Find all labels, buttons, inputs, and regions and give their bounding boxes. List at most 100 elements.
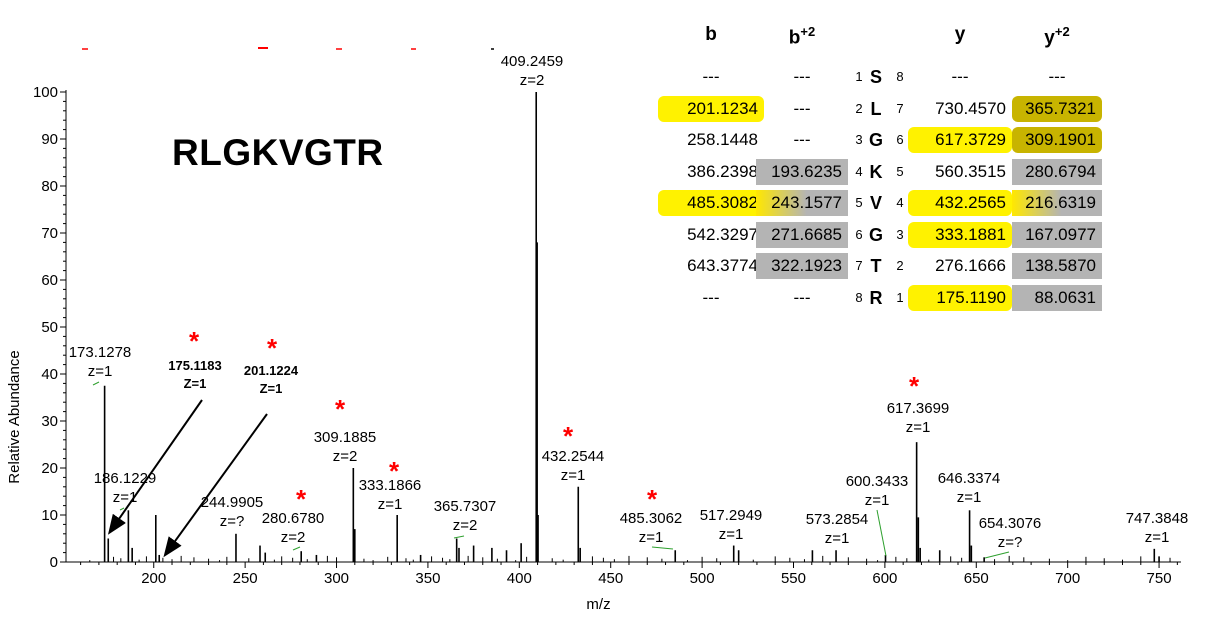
peak-charge-label: z=2 <box>520 72 545 89</box>
label-leader-line <box>453 535 465 539</box>
y-ion-cell: 276.1666 <box>935 256 1006 275</box>
label-leader-line <box>651 546 674 550</box>
y2-ion-cell: 309.1901 <box>1012 127 1102 153</box>
y-tick-label: 0 <box>50 554 58 571</box>
peak-mz-label: 600.3433 <box>846 473 909 490</box>
y2-ion-cell: 167.0977 <box>1012 221 1102 248</box>
label-leader-line <box>119 507 125 511</box>
label-leader-line <box>292 546 301 551</box>
b2-ion-cell: --- <box>793 130 811 149</box>
b2-ion-cell: 271.6685 <box>756 221 848 248</box>
header-y2: y+2 <box>1012 24 1102 49</box>
peak-mz-label: 409.2459 <box>501 53 564 70</box>
x-tick-label: 400 <box>507 570 532 587</box>
header-y2-sup: +2 <box>1054 24 1070 39</box>
y-ion-cell: 730.4570 <box>935 98 1006 118</box>
peak-charge-label: z=1 <box>865 492 890 509</box>
peak-mz-label: 186.1229 <box>94 470 157 487</box>
label-leader-line <box>876 509 887 557</box>
residue-index-c: 7 <box>896 100 904 116</box>
peak-mz-label: 432.2544 <box>542 448 605 465</box>
header-b2-sup: +2 <box>800 24 816 39</box>
star-marker: * <box>647 484 658 514</box>
peak-mz-label: 517.2949 <box>700 507 763 524</box>
x-tick-label: 450 <box>598 570 623 587</box>
peak-mz-label: 201.1224 <box>244 363 299 378</box>
annotation-arrows <box>82 47 494 558</box>
x-tick-label: 650 <box>964 570 989 587</box>
header-y: y <box>908 24 1012 46</box>
peak-charge-label: z=1 <box>719 526 744 543</box>
x-tick-label: 700 <box>1055 570 1080 587</box>
star-marker: * <box>296 484 307 514</box>
y2-ion-cell: 280.6794 <box>1012 158 1102 185</box>
peak-charge-label: z=2 <box>453 517 478 534</box>
b2-ion-cell: 193.6235 <box>756 158 848 185</box>
y-tick-label: 20 <box>41 460 58 477</box>
header-b: b <box>658 24 764 46</box>
peak-mz-label: 173.1278 <box>69 344 132 361</box>
header-b-base: b <box>705 24 717 45</box>
y-axis-label: Relative Abundance <box>6 350 23 483</box>
peak-charge-label: z=? <box>220 513 245 530</box>
y-ion-cell: 333.1881 <box>908 221 1012 248</box>
b-ion-cell: 386.2398 <box>687 161 758 181</box>
star-marker: * <box>267 333 278 363</box>
residue-index-n: 5 <box>855 195 863 210</box>
residue-index-n: 6 <box>855 226 863 242</box>
residue-index-n: 1 <box>855 69 863 84</box>
residue-index-c: 1 <box>896 289 904 305</box>
star-marker: * <box>909 371 920 401</box>
peak-mz-label: 244.9905 <box>201 494 264 511</box>
peak-charge-label: Z=1 <box>260 381 283 396</box>
residue-letter: K <box>869 161 883 182</box>
peak-mz-label: 646.3374 <box>938 470 1001 487</box>
x-tick-label: 600 <box>872 570 897 587</box>
header-b2-base: b <box>788 27 801 49</box>
y-tick-label: 10 <box>41 507 58 524</box>
label-leaders <box>92 381 1010 559</box>
residue-index-c: 5 <box>896 163 904 179</box>
label-leader-line <box>92 381 100 386</box>
residue-index-c: 8 <box>896 69 904 84</box>
y-tick-label: 100 <box>33 84 58 101</box>
arrow-201 <box>163 413 268 558</box>
peak-mz-label: 280.6780 <box>262 510 325 527</box>
y-tick-label: 40 <box>41 366 58 383</box>
residue-index-n: 2 <box>855 100 863 116</box>
y-tick-label: 90 <box>41 131 58 148</box>
peak-charge-label: z=1 <box>825 530 850 547</box>
y-tick-label: 80 <box>41 178 58 195</box>
peak-charge-label: z=1 <box>639 529 664 546</box>
y-ion-cell: 432.2565 <box>908 190 1012 216</box>
peak-charge-label: z=1 <box>957 489 982 506</box>
y2-ion-cell: --- <box>1048 67 1066 86</box>
y-ion-cell: 175.1190 <box>908 284 1012 311</box>
peptide-sequence-title: RLGKVGTR <box>172 132 384 173</box>
x-tick-label: 500 <box>690 570 715 587</box>
star-marker: * <box>563 421 574 451</box>
b2-ion-cell: --- <box>793 67 811 86</box>
peak-mz-label: 175.1183 <box>168 358 222 373</box>
star-marker: * <box>389 456 400 486</box>
residue-letter: T <box>870 256 882 276</box>
residue-letter: G <box>868 224 883 245</box>
residue-index-c: 4 <box>896 195 904 210</box>
residue-letter: V <box>869 193 882 213</box>
chart-axes: 200 250 300 350 400 450 500 550 600 650 700 7500102… <box>6 84 1181 613</box>
peak-charge-label: z=1 <box>561 467 586 484</box>
x-tick-label: 250 <box>233 570 258 587</box>
peak-charge-label: z=2 <box>333 448 358 465</box>
b-ion-cell: 542.3297 <box>687 224 758 244</box>
y2-ion-cell: 216.6319 <box>1012 190 1102 216</box>
y2-ion-cell: 365.7321 <box>1012 95 1102 122</box>
y-tick-label: 70 <box>41 225 58 242</box>
b2-ion-cell: 322.1923 <box>756 253 848 279</box>
peak-charge-label: z=1 <box>378 496 403 513</box>
peak-charge-label: Z=1 <box>184 376 207 391</box>
peak-mz-label: 485.3062 <box>620 510 683 527</box>
x-tick-label: 750 <box>1147 570 1172 587</box>
residue-letter: S <box>869 67 882 87</box>
x-tick-label: 200 <box>141 570 166 587</box>
